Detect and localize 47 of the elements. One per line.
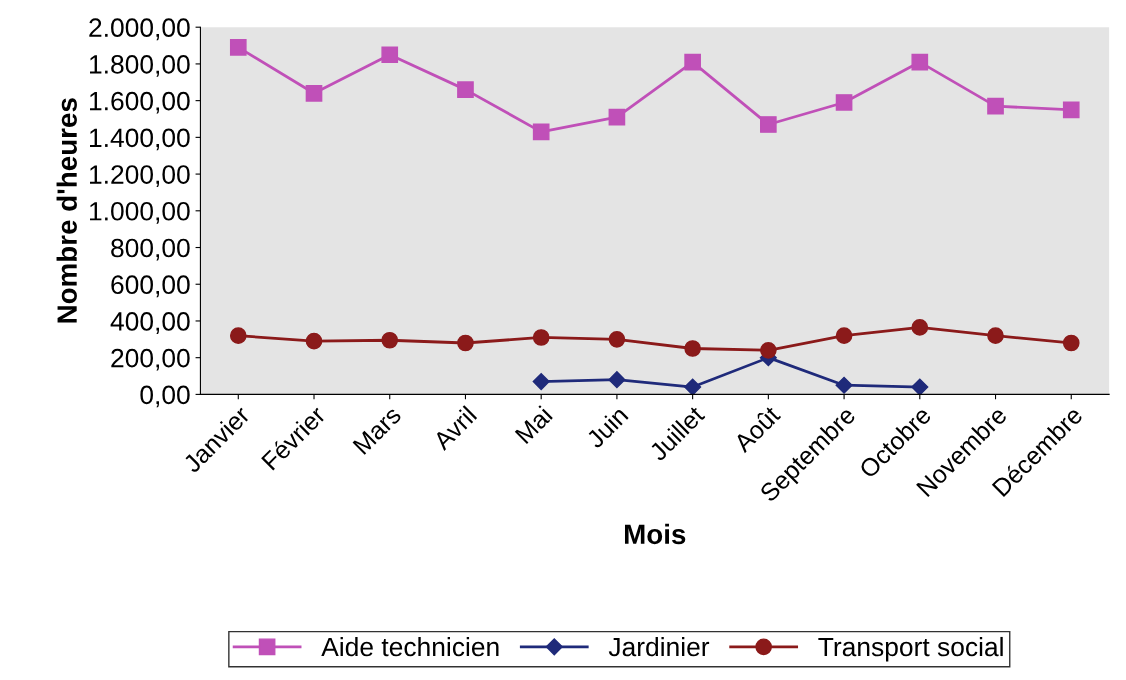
point [532, 123, 550, 141]
point [684, 378, 702, 395]
y-tick-label: 400,00 [110, 312, 190, 334]
y-tick-label: 800,00 [111, 238, 190, 261]
y-tick-label: 600,00 [111, 275, 190, 298]
point [1062, 101, 1080, 119]
point [229, 327, 247, 344]
y-tick-label: 1.000,00 [90, 201, 190, 224]
point [911, 378, 929, 395]
point [684, 340, 701, 357]
y-tick-label: 1.600,00 [90, 91, 190, 114]
point [381, 46, 399, 64]
point [835, 94, 853, 111]
point [760, 116, 777, 133]
legend-label: Jardinier [608, 636, 710, 657]
point [835, 327, 853, 344]
point [608, 330, 626, 348]
legend-label: Transport social [818, 636, 1003, 662]
point [532, 372, 550, 391]
x-tick-label: Juin [584, 405, 629, 450]
y-axis-title: Nombre d'heures [56, 98, 77, 323]
point [381, 331, 399, 349]
point [608, 371, 626, 389]
point [305, 332, 323, 350]
point [684, 53, 701, 71]
point [987, 97, 1004, 115]
x-axis-title: Mois [624, 523, 686, 545]
point [987, 327, 1004, 344]
y-tick-label: 1.200,00 [90, 165, 190, 188]
point [911, 319, 929, 336]
point [608, 108, 626, 126]
point [305, 84, 323, 102]
point [532, 329, 550, 346]
point [457, 334, 474, 352]
point [835, 376, 853, 394]
point [229, 39, 247, 56]
y-tick-label: 1.400,00 [90, 128, 190, 151]
point [1062, 334, 1080, 352]
x-tick-label: Mai [514, 405, 553, 445]
y-tick-label: 200,00 [111, 348, 190, 371]
y-tick-label: 2.000,00 [89, 18, 190, 41]
point [457, 81, 474, 98]
point [760, 342, 777, 359]
legend-label: Aide technicien [321, 636, 499, 657]
y-tick-label: 0,00 [140, 385, 190, 408]
point [911, 53, 929, 71]
y-tick-label: 1.800,00 [90, 55, 190, 77]
